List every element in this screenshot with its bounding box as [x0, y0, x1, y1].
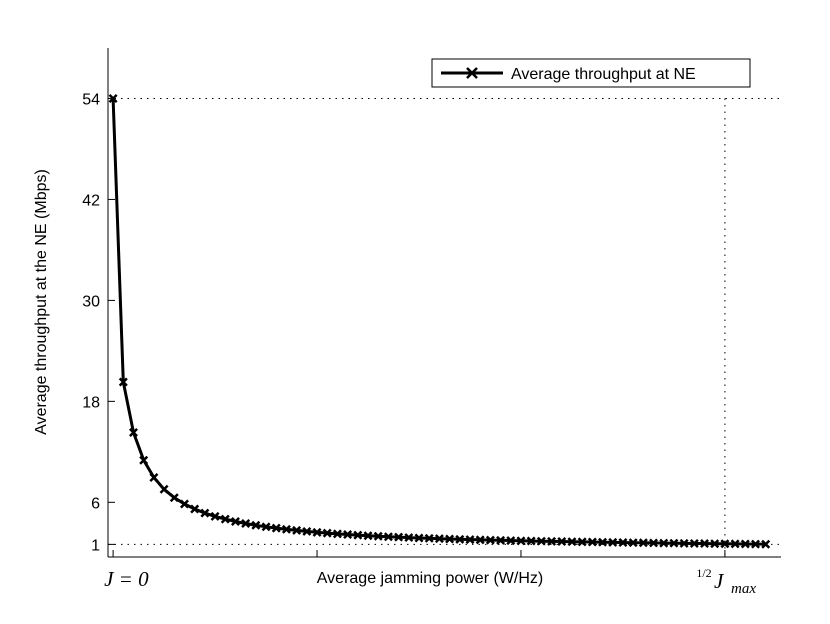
data-point	[506, 536, 516, 546]
data-point	[628, 538, 638, 548]
data-point	[567, 537, 577, 547]
data-point	[761, 539, 771, 549]
x-tick-end-fraction: 1/2	[696, 566, 711, 580]
data-point	[332, 529, 342, 539]
data-point	[618, 538, 628, 548]
x-tick-end-base: J	[714, 569, 725, 593]
data-point	[159, 484, 169, 494]
data-point	[445, 534, 455, 544]
data-point	[587, 537, 597, 547]
data-point	[547, 536, 557, 546]
data-point	[241, 519, 251, 528]
data-point	[230, 517, 240, 526]
data-point	[363, 531, 373, 541]
data-point	[526, 536, 536, 546]
data-point	[373, 531, 383, 541]
data-point	[353, 530, 363, 540]
data-point	[751, 539, 760, 549]
data-point	[281, 524, 291, 534]
data-point	[689, 538, 699, 548]
legend: Average throughput at NE	[431, 58, 751, 88]
data-point	[108, 93, 118, 103]
x-ticks	[112, 550, 726, 557]
data-point	[536, 536, 546, 546]
data-point	[455, 534, 465, 544]
data-point	[577, 537, 587, 547]
data-point	[179, 499, 189, 509]
data-point	[129, 428, 138, 437]
y-tick-label: 6	[91, 495, 100, 512]
data-point	[649, 538, 659, 548]
data-point	[740, 539, 750, 549]
data-point	[424, 533, 434, 543]
data-point	[139, 455, 149, 465]
data-point	[730, 539, 740, 549]
y-tick-label: 42	[82, 192, 100, 209]
data-point	[659, 538, 669, 548]
x-tick-end-subscript: max	[731, 581, 756, 597]
data-point	[149, 473, 159, 482]
x-tick-label-start-text: J = 0	[104, 567, 149, 591]
data-point	[720, 539, 730, 549]
series-line	[111, 98, 766, 546]
data-point	[516, 536, 526, 546]
data-point	[710, 539, 720, 549]
data-point	[302, 526, 312, 536]
data-point	[475, 535, 485, 545]
data-point	[465, 535, 475, 545]
plot-area: 1 6 18 30 42 54	[82, 48, 781, 558]
data-point	[434, 534, 444, 544]
data-point	[261, 522, 271, 532]
data-point	[404, 533, 414, 543]
y-tick-label: 54	[82, 91, 100, 108]
data-point	[638, 538, 648, 548]
legend-entry-label: Average throughput at NE	[511, 66, 696, 83]
series-markers	[108, 93, 771, 549]
data-point	[679, 538, 689, 548]
data-point	[383, 532, 393, 542]
data-point	[169, 493, 179, 503]
data-point	[343, 530, 353, 540]
data-point	[669, 538, 679, 548]
reference-lines	[108, 97, 781, 557]
data-point	[496, 535, 506, 545]
y-axis-label: Average throughput at the NE (Mbps)	[33, 169, 50, 435]
data-point	[251, 520, 261, 530]
legend-x-marker-icon	[466, 67, 478, 79]
data-point	[312, 527, 322, 537]
data-point	[271, 523, 281, 533]
data-point	[608, 537, 618, 547]
y-ticks: 1 6 18 30 42 54	[82, 91, 115, 554]
data-point	[220, 514, 230, 524]
x-tick-label-start: J = 0	[104, 567, 149, 591]
data-point	[394, 532, 404, 542]
data-point	[598, 537, 608, 547]
data-point	[210, 511, 220, 521]
data-point	[485, 535, 495, 545]
data-point	[200, 508, 210, 518]
x-axis-label: Average jamming power (W/Hz)	[317, 570, 543, 587]
data-point	[557, 537, 567, 547]
y-tick-label: 30	[82, 293, 100, 310]
data-point	[322, 528, 332, 538]
data-point	[700, 539, 710, 549]
y-tick-label: 18	[82, 394, 100, 411]
y-tick-label: 1	[91, 537, 100, 554]
data-point	[292, 525, 302, 535]
data-point	[190, 504, 200, 514]
data-point	[414, 533, 424, 543]
x-tick-label-end: 1/2 J max	[696, 566, 756, 597]
data-point	[118, 377, 128, 387]
